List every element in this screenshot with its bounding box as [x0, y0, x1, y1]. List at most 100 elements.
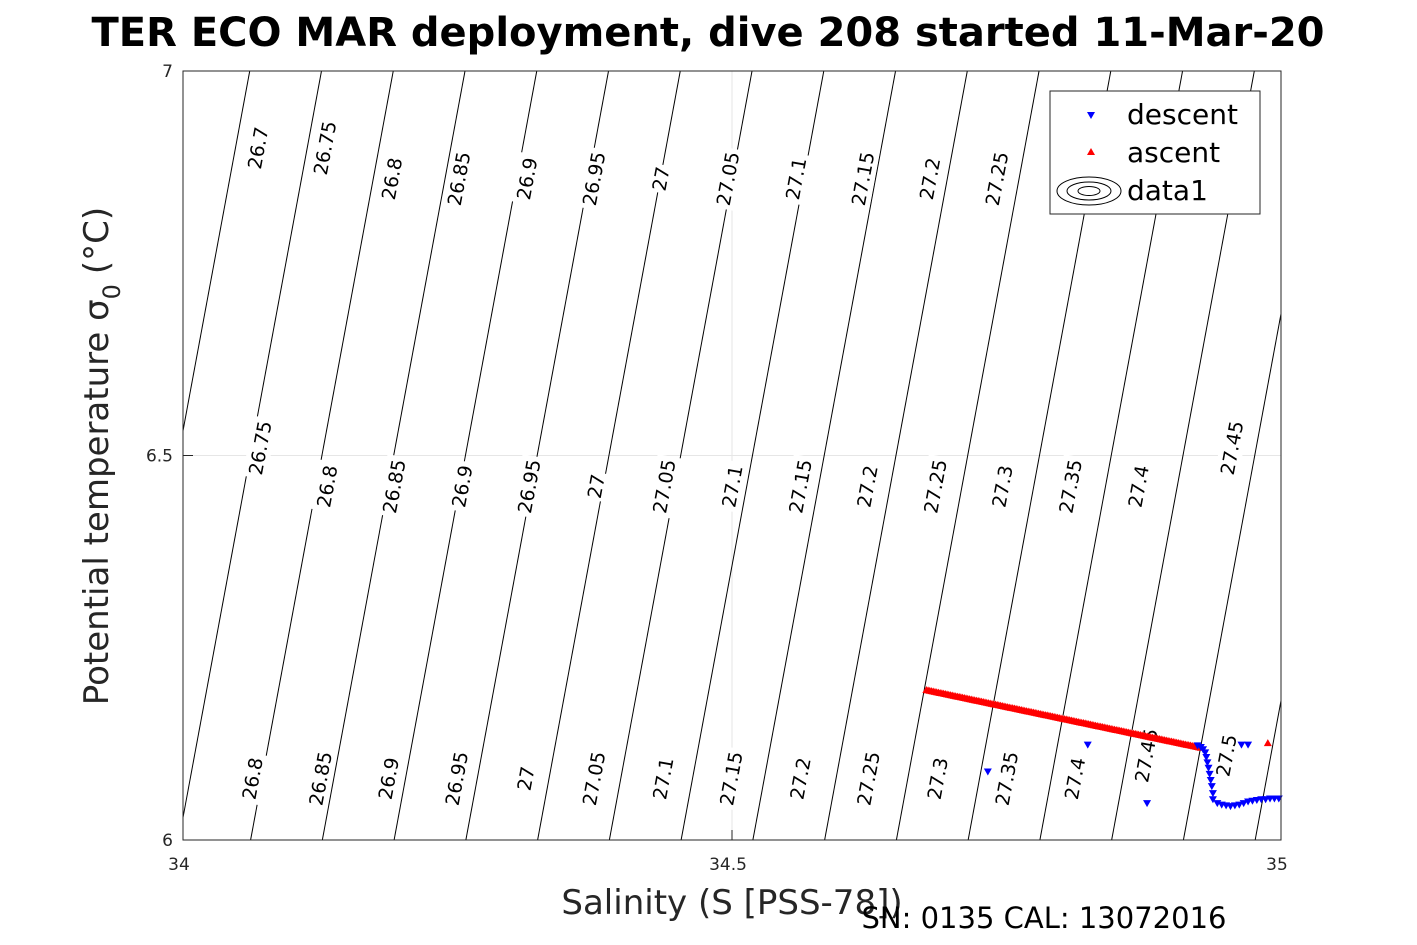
isopycnal-label-knockout — [979, 146, 1014, 211]
isopycnal-label-knockout — [302, 746, 338, 811]
descent-point — [1205, 770, 1214, 778]
isopycnal-label-knockout — [710, 146, 745, 211]
isopycnal-line — [537, 71, 681, 840]
isopycnal-label-knockout — [646, 751, 680, 806]
isopycnal-label-knockout — [1209, 728, 1243, 783]
axes-frame — [182, 70, 1282, 841]
isopycnal-label-knockout — [511, 762, 540, 795]
legend-contour-icon — [1056, 176, 1122, 206]
isopycnal-label-knockout — [850, 746, 886, 811]
isopycnal-label: 26.9 — [445, 459, 479, 514]
isopycnal-label: 26.7 — [241, 121, 275, 175]
isopycnal-label-knockout — [242, 415, 278, 480]
isopycnal-label-text: 27 — [649, 165, 675, 193]
x-axis-ticks: 34 34.5 35 — [168, 855, 1288, 875]
isopycnal-label: 26.8 — [375, 151, 408, 206]
isopycnal-label-knockout — [439, 746, 474, 811]
descent-point — [1204, 764, 1213, 772]
isopycnal-label-knockout — [779, 151, 813, 206]
isopycnal-label: 27 — [511, 762, 540, 795]
isopycnal-label-knockout — [576, 146, 612, 211]
isopycnal-label: 27.3 — [920, 751, 954, 806]
isopycnal-label-knockout — [850, 459, 884, 514]
legend-data1-label: data1 — [1127, 174, 1208, 207]
isopycnal-line — [250, 71, 394, 840]
descent-point — [1208, 796, 1217, 804]
isopycnal-label-knockout — [375, 151, 408, 206]
isopycnal-label: 26.75 — [307, 115, 343, 181]
y-axis-label-unit: (°C) — [77, 207, 117, 274]
isopycnal-line — [824, 71, 968, 840]
y-axis-label: Potential temperature σ0 (°C) — [77, 207, 126, 705]
descent-point — [1206, 777, 1215, 785]
isopycnal-label-knockout — [1121, 459, 1155, 514]
y-axis-label-subscript: 0 — [98, 284, 126, 299]
isopycnal-line — [1182, 311, 1281, 840]
isopycnal-label: 27.1 — [646, 751, 680, 806]
legend-box — [1049, 90, 1261, 215]
descent-point — [1208, 790, 1217, 798]
isopycnal-label-knockout — [646, 454, 682, 519]
x-tick-label: 35 — [1266, 855, 1288, 875]
isopycnal-label-knockout — [713, 746, 749, 811]
isopycnal-line — [1254, 698, 1281, 840]
isopycnal-label-knockout — [441, 146, 476, 211]
series-layer — [922, 686, 1283, 811]
isopycnal-label-knockout — [1052, 454, 1088, 519]
isopycnal-label-knockout — [445, 459, 479, 514]
descent-point — [1201, 749, 1210, 757]
isopycnal-label-knockout — [715, 459, 749, 514]
isopycnal-label-knockout — [917, 454, 953, 519]
descent-point — [983, 768, 992, 776]
legend-item-data1: data1 — [1056, 174, 1208, 207]
isopycnal-label: 27 — [646, 162, 675, 195]
legend-descent-label: descent — [1127, 98, 1238, 131]
descent-point — [1203, 759, 1212, 767]
isopycnal-label-knockout — [985, 459, 1019, 514]
isopycnal-label-knockout — [376, 454, 412, 519]
isopycnal-label-knockout — [581, 470, 611, 503]
descent-point — [1143, 800, 1152, 808]
isopycnal-label-knockout — [235, 751, 269, 806]
legend-item-ascent: ascent — [1087, 136, 1220, 169]
isopycnal-label-knockout — [307, 115, 343, 181]
x-tick-label: 34 — [168, 855, 190, 875]
isopycnal-label-text: 27 — [514, 765, 540, 793]
footer-serial-calibration: SN: 0135 CAL: 13072016 — [862, 901, 1227, 935]
y-tick-label: 7 — [162, 62, 173, 82]
isopycnal-label-knockout — [845, 146, 881, 211]
descent-point — [1202, 753, 1211, 761]
isopycnal-label-knockout — [510, 151, 544, 206]
isopycnal-label-knockout — [913, 151, 946, 206]
legend-item-descent: descent — [1087, 98, 1238, 131]
isopycnal-label: 27 — [581, 470, 611, 503]
y-axis-label-main: Potential temperature σ — [77, 299, 117, 705]
isopycnal-label: 27.4 — [1058, 751, 1091, 806]
isopycnal-label: 27.25 — [979, 146, 1014, 211]
isopycnal-label-knockout — [310, 459, 344, 514]
isopycnal-label-knockout — [783, 751, 817, 806]
isopycnal-label-knockout — [511, 454, 547, 519]
isopycnal-line — [752, 71, 897, 840]
isopycnal-label-knockout — [241, 121, 275, 175]
isopycnal-label-knockout — [371, 751, 405, 806]
y-axis-ticks: 66.57 — [146, 62, 173, 851]
isopycnal-label-knockout — [782, 454, 818, 519]
isopycnal-label-knockout — [989, 746, 1024, 811]
isopycnal-label: 27.2 — [913, 151, 946, 206]
descent-point — [1244, 741, 1253, 749]
legend-ascent-label: ascent — [1127, 136, 1220, 169]
y-tick-label: 6 — [162, 831, 173, 851]
isopycnal-label-knockout — [576, 746, 612, 811]
descent-point — [1239, 800, 1248, 808]
legend: descent ascent data1 — [1049, 90, 1261, 215]
isopycnal-label: 27.15 — [782, 454, 818, 519]
isopycnal-label-knockout — [920, 751, 954, 806]
x-axis-label: Salinity (S [PSS-78]) — [561, 883, 902, 923]
legend-ascent-marker — [1087, 148, 1095, 155]
isopycnal-label-knockout — [1058, 751, 1091, 806]
series-ascent — [922, 686, 1272, 751]
legend-descent-marker — [1087, 112, 1095, 119]
isopycnal-label-knockout — [1214, 415, 1249, 480]
